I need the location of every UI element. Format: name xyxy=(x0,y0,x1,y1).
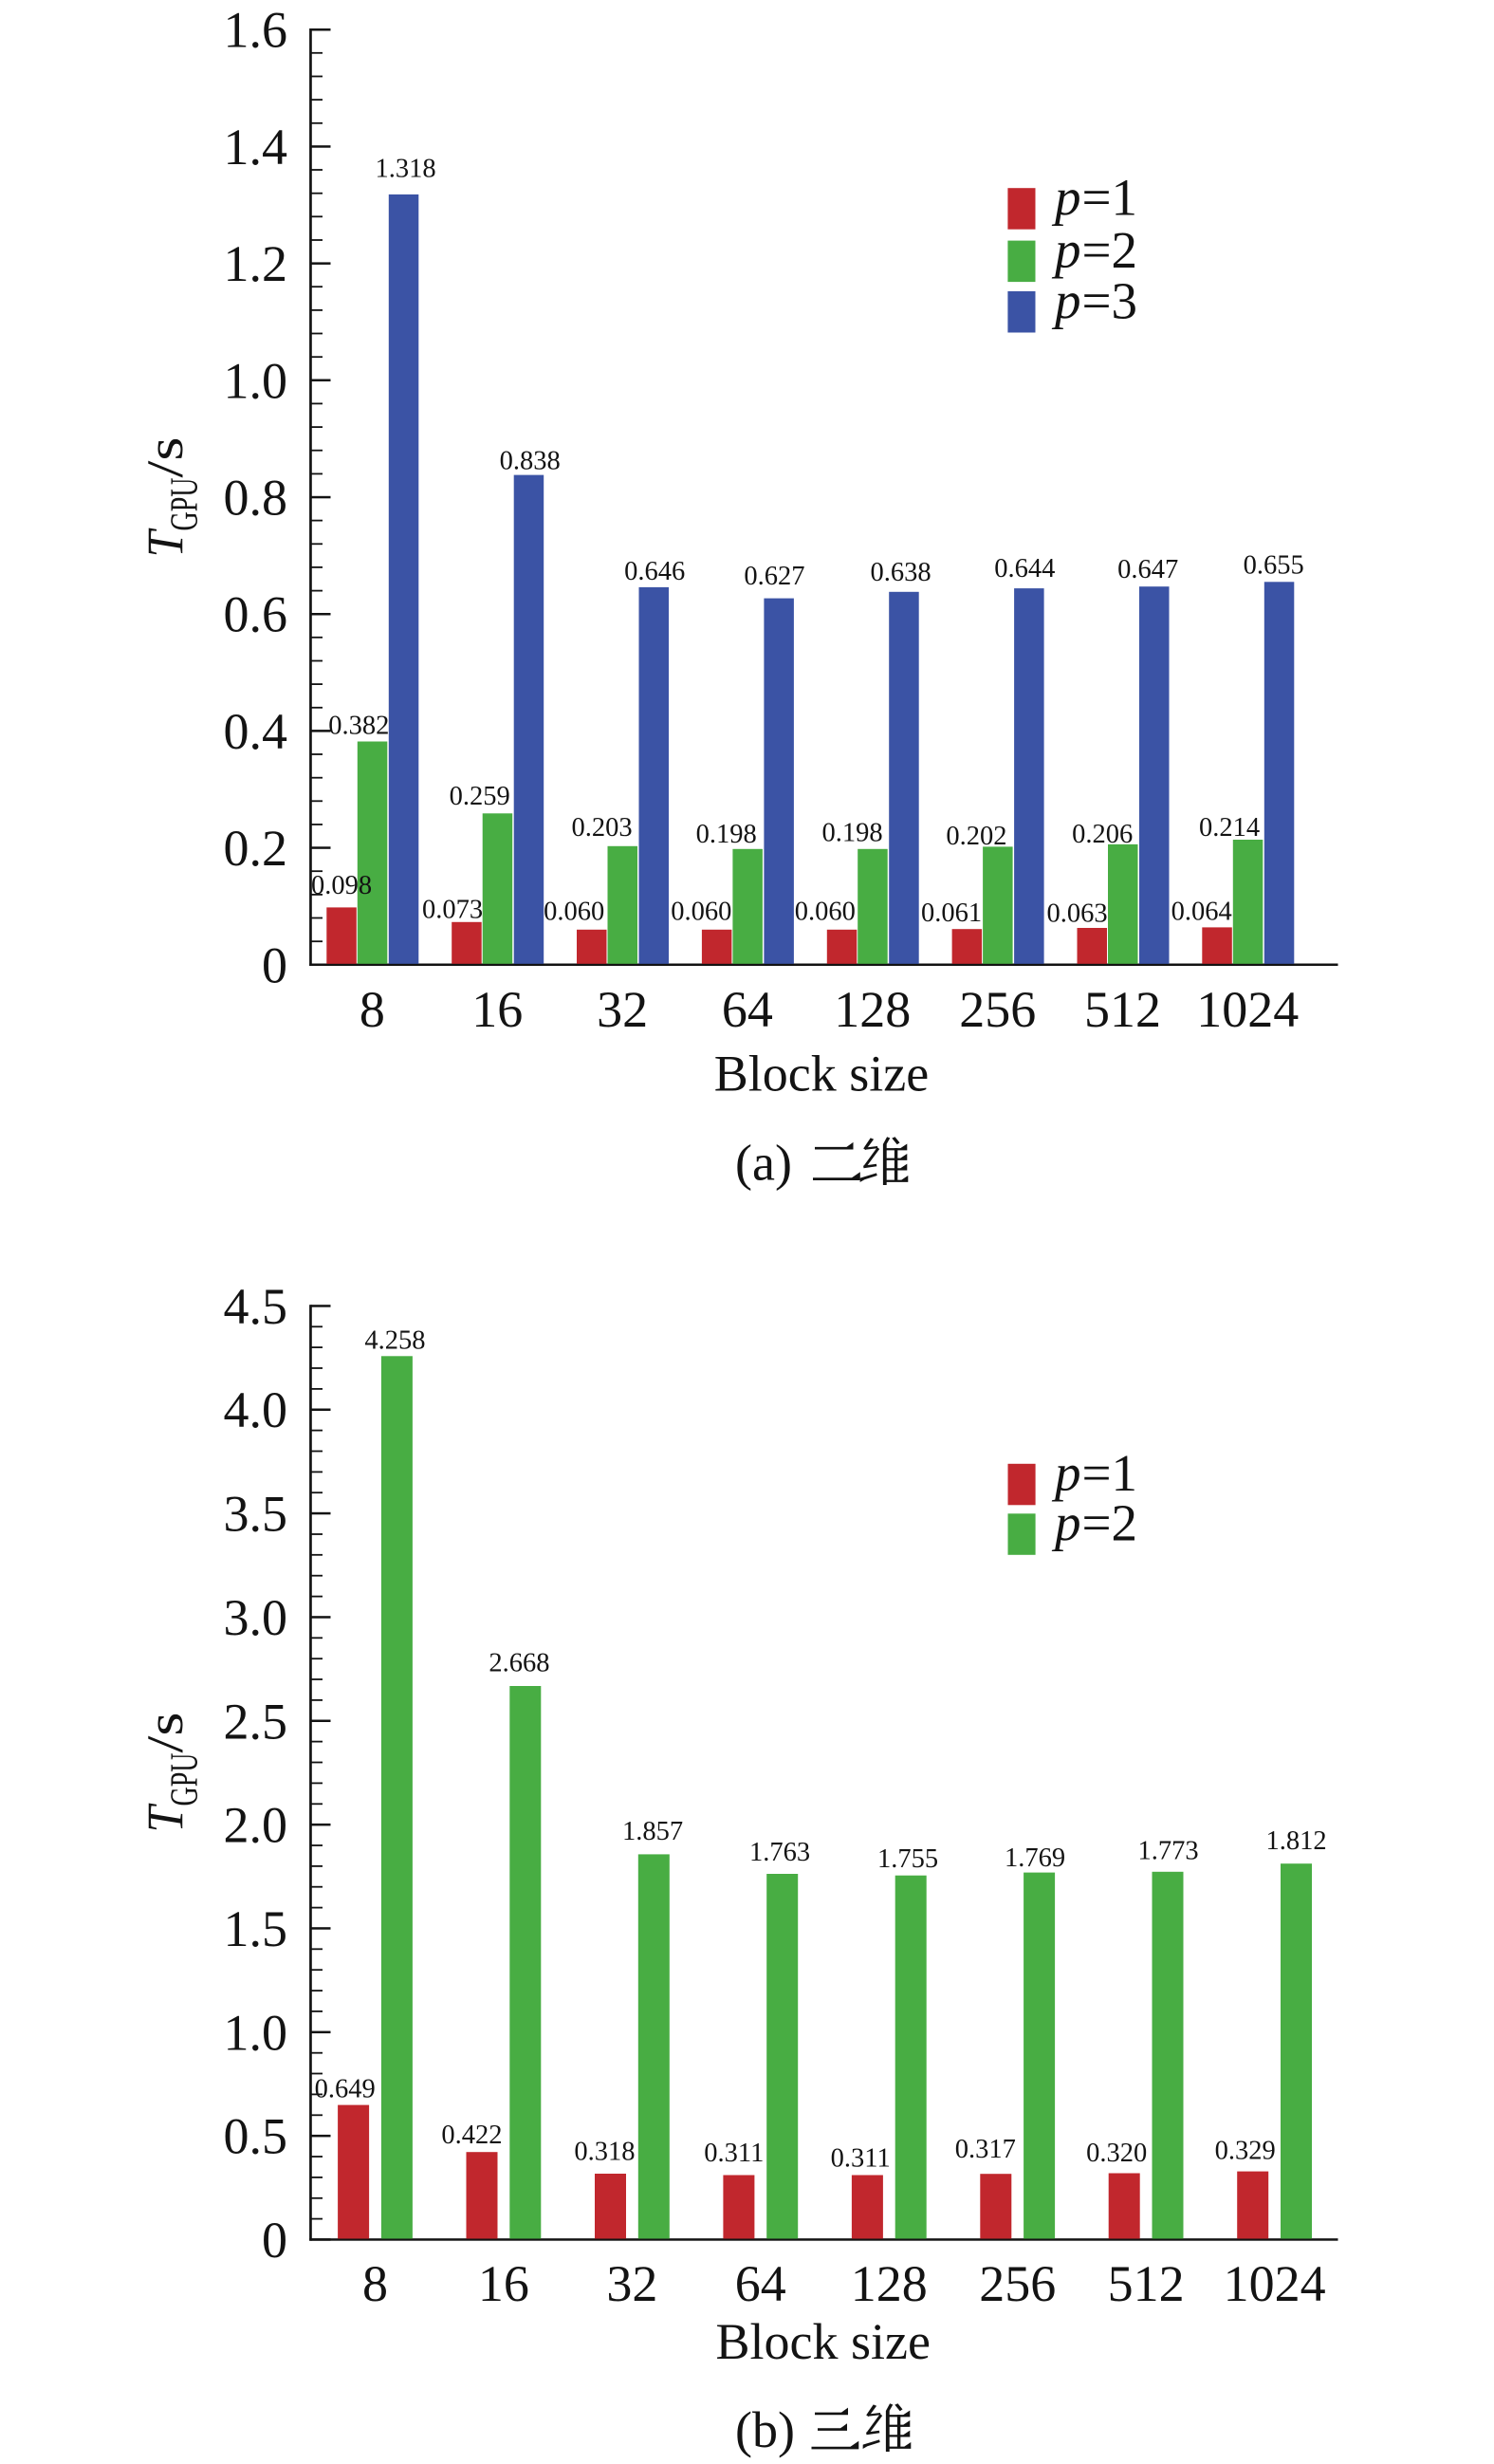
svg-text:4.5: 4.5 xyxy=(224,1278,288,1335)
svg-text:p=1: p=1 xyxy=(1051,169,1137,227)
svg-text:0: 0 xyxy=(262,936,287,993)
svg-text:1.5: 1.5 xyxy=(224,1900,288,1957)
svg-text:64: 64 xyxy=(722,981,773,1038)
svg-text:0.647: 0.647 xyxy=(1117,555,1178,584)
svg-text:2.668: 2.668 xyxy=(489,1649,549,1678)
svg-text:0.073: 0.073 xyxy=(422,896,483,925)
svg-text:0.8: 0.8 xyxy=(224,470,288,527)
svg-text:3.0: 3.0 xyxy=(224,1589,288,1646)
svg-text:1.0: 1.0 xyxy=(224,2004,288,2061)
svg-text:1.4: 1.4 xyxy=(224,119,288,176)
svg-text:2.0: 2.0 xyxy=(224,1797,288,1854)
svg-text:0.060: 0.060 xyxy=(671,898,731,927)
svg-text:64: 64 xyxy=(735,2255,786,2312)
svg-text:p=2: p=2 xyxy=(1051,221,1137,279)
svg-text:0.627: 0.627 xyxy=(744,562,804,591)
svg-text:0.064: 0.064 xyxy=(1171,898,1232,927)
svg-text:32: 32 xyxy=(597,981,648,1038)
svg-text:1.6: 1.6 xyxy=(224,2,288,59)
svg-text:32: 32 xyxy=(606,2255,657,2312)
svg-text:3.5: 3.5 xyxy=(224,1486,288,1543)
svg-text:Block size: Block size xyxy=(714,1045,929,1102)
svg-text:0.382: 0.382 xyxy=(328,711,389,740)
svg-text:16: 16 xyxy=(478,2255,529,2312)
svg-text:0.060: 0.060 xyxy=(795,898,856,927)
svg-text:256: 256 xyxy=(959,981,1036,1038)
svg-text:TGPU/s: TGPU/s xyxy=(137,1713,206,1833)
svg-text:0: 0 xyxy=(262,2212,287,2269)
svg-text:1.773: 1.773 xyxy=(1138,1836,1199,1865)
svg-text:256: 256 xyxy=(979,2255,1056,2312)
svg-text:0.060: 0.060 xyxy=(544,898,604,927)
svg-text:Block size: Block size xyxy=(715,2313,930,2370)
svg-text:0.838: 0.838 xyxy=(500,447,561,476)
svg-text:0.422: 0.422 xyxy=(441,2121,502,2150)
svg-text:0.646: 0.646 xyxy=(624,557,685,586)
svg-text:16: 16 xyxy=(471,981,523,1038)
svg-text:128: 128 xyxy=(851,2255,928,2312)
svg-text:1024: 1024 xyxy=(1196,981,1299,1038)
svg-text:1.769: 1.769 xyxy=(1005,1843,1065,1873)
svg-text:8: 8 xyxy=(362,2255,388,2312)
svg-text:0.214: 0.214 xyxy=(1199,813,1260,843)
svg-text:1.2: 1.2 xyxy=(224,235,288,292)
svg-text:1.318: 1.318 xyxy=(375,154,435,183)
svg-text:(a): (a) xyxy=(735,1135,792,1192)
svg-text:4.258: 4.258 xyxy=(364,1326,425,1356)
svg-text:128: 128 xyxy=(834,981,911,1038)
svg-text:1.857: 1.857 xyxy=(622,1817,683,1846)
svg-text:0.198: 0.198 xyxy=(696,820,757,849)
svg-text:512: 512 xyxy=(1084,981,1161,1038)
svg-text:1.812: 1.812 xyxy=(1265,1826,1326,1856)
svg-text:0.6: 0.6 xyxy=(224,586,288,643)
svg-text:0.649: 0.649 xyxy=(315,2074,376,2103)
svg-text:0.638: 0.638 xyxy=(871,558,931,587)
svg-text:8: 8 xyxy=(360,981,385,1038)
svg-text:0.329: 0.329 xyxy=(1215,2136,1276,2165)
svg-text:0.655: 0.655 xyxy=(1244,550,1304,580)
svg-text:p=3: p=3 xyxy=(1051,271,1137,329)
svg-text:0.198: 0.198 xyxy=(821,819,882,848)
svg-text:0.063: 0.063 xyxy=(1047,899,1108,929)
svg-text:0.318: 0.318 xyxy=(574,2137,635,2166)
svg-text:TGPU/s: TGPU/s xyxy=(137,437,206,558)
svg-text:0.206: 0.206 xyxy=(1072,820,1133,849)
svg-text:0.311: 0.311 xyxy=(831,2143,891,2173)
svg-text:p=1: p=1 xyxy=(1051,1444,1137,1502)
svg-text:0.061: 0.061 xyxy=(921,899,982,928)
svg-text:1.763: 1.763 xyxy=(749,1838,810,1867)
svg-text:0.202: 0.202 xyxy=(946,822,1006,851)
svg-text:0.317: 0.317 xyxy=(955,2135,1016,2164)
svg-text:2.5: 2.5 xyxy=(224,1693,288,1750)
svg-text:(b): (b) xyxy=(735,2401,795,2458)
svg-text:0.259: 0.259 xyxy=(450,782,510,811)
svg-text:0.098: 0.098 xyxy=(311,871,372,900)
svg-text:0.2: 0.2 xyxy=(224,820,288,877)
svg-text:0.203: 0.203 xyxy=(571,813,632,843)
svg-text:0.4: 0.4 xyxy=(224,703,288,760)
svg-text:0.644: 0.644 xyxy=(994,554,1055,584)
svg-text:0.5: 0.5 xyxy=(224,2108,288,2165)
svg-text:512: 512 xyxy=(1108,2255,1185,2312)
svg-text:1.0: 1.0 xyxy=(224,352,288,409)
svg-text:1.755: 1.755 xyxy=(877,1844,938,1874)
svg-text:1024: 1024 xyxy=(1224,2255,1326,2312)
svg-text:4.0: 4.0 xyxy=(224,1381,288,1438)
svg-text:p=2: p=2 xyxy=(1051,1494,1137,1552)
svg-text:0.320: 0.320 xyxy=(1086,2139,1147,2168)
svg-text:0.311: 0.311 xyxy=(704,2139,764,2168)
